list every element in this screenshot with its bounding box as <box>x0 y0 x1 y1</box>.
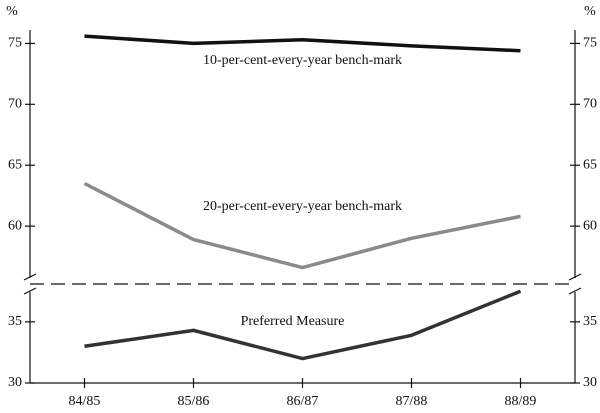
series-label: 20-per-cent-every-year bench-mark <box>203 199 402 214</box>
y-unit-right: % <box>584 4 596 19</box>
x-tick-label: 87/88 <box>396 394 428 409</box>
y-tick-label: 70 <box>583 97 597 112</box>
y-tick-label: 75 <box>8 36 22 51</box>
series-label: Preferred Measure <box>241 314 345 329</box>
y-tick-label: 35 <box>583 314 597 329</box>
x-tick-label: 88/89 <box>505 394 537 409</box>
y-tick-label: 65 <box>8 157 22 172</box>
y-tick-label: 35 <box>8 314 22 329</box>
x-tick-label: 86/87 <box>287 394 319 409</box>
series-line <box>84 34 521 53</box>
series-label: 10-per-cent-every-year bench-mark <box>203 53 402 68</box>
x-tick-label: 84/85 <box>69 394 101 409</box>
y-tick-label: 60 <box>583 218 597 233</box>
x-tick-label: 85/86 <box>178 394 210 409</box>
y-tick-label: 70 <box>8 97 22 112</box>
series-line <box>84 289 522 361</box>
y-tick-label: 30 <box>8 375 22 390</box>
axis-break-marks <box>23 273 582 295</box>
y-tick-label: 75 <box>583 36 597 51</box>
y-tick-label: 65 <box>583 157 597 172</box>
y-unit-left: % <box>6 4 18 19</box>
y-tick-label: 60 <box>8 218 22 233</box>
series-line <box>83 181 521 270</box>
y-tick-label: 30 <box>583 375 597 390</box>
